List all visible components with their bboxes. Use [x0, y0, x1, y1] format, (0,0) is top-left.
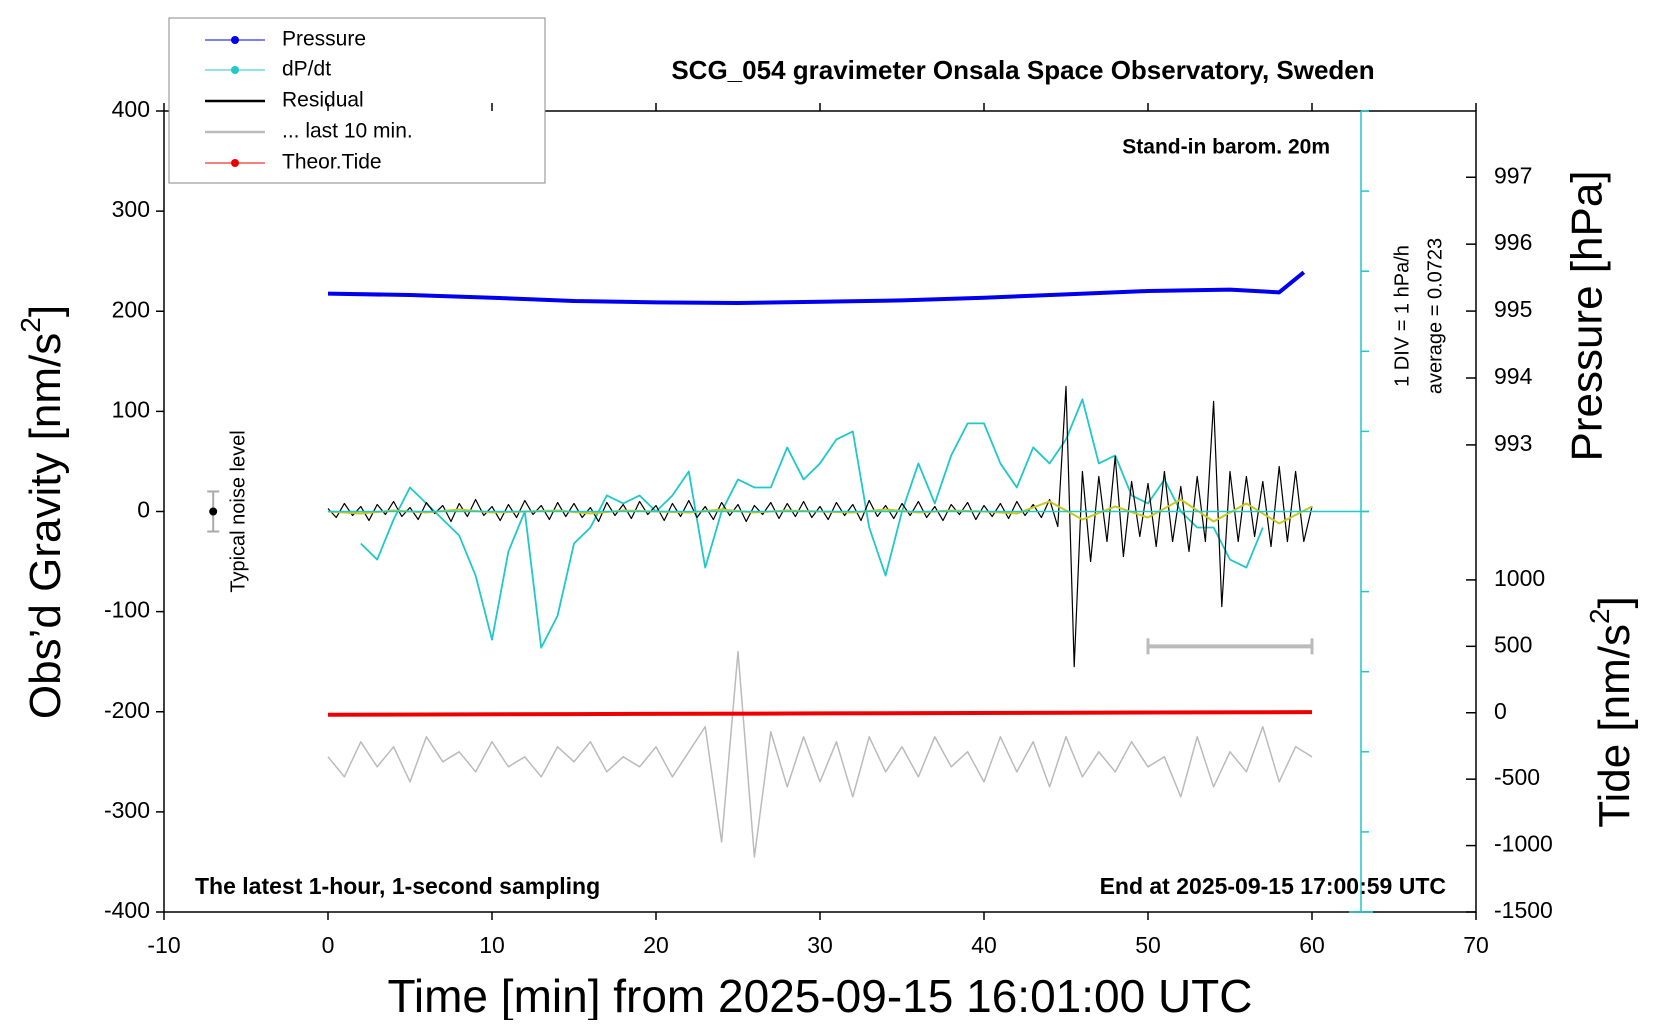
legend-marker [231, 36, 239, 44]
y3-tick-label: -1000 [1494, 831, 1553, 857]
pressure-axis-label: Pressure [hPa] [1563, 170, 1612, 461]
sampling-note: The latest 1-hour, 1-second sampling [195, 873, 600, 899]
y2-tick-label: 996 [1494, 229, 1532, 255]
y-tick-label: 0 [137, 497, 150, 523]
y2-tick-label: 995 [1494, 296, 1532, 322]
y-tick-label: -400 [104, 897, 150, 923]
y-tick-label: 100 [112, 396, 150, 422]
noise-label: Typical noise level [227, 430, 249, 592]
plot-area [327, 270, 1313, 858]
y3-tick-label: 1000 [1494, 565, 1545, 591]
barometer-note: Stand-in barom. 20m [1122, 136, 1330, 159]
y3-tick-label: 500 [1494, 631, 1532, 657]
tide-axis-label: Tide [nm/s2] [1584, 596, 1639, 828]
y-tick-label: 400 [112, 96, 150, 122]
legend-label: dP/dt [282, 58, 331, 81]
legend-label: ... last 10 min. [282, 120, 413, 143]
end-note: End at 2025-09-15 17:00:59 UTC [1100, 873, 1446, 899]
tide-axis-label-part: ] [1590, 596, 1639, 608]
legend-label: Residual [282, 89, 364, 112]
tide-axis-label-part: 2 [1584, 608, 1615, 624]
y2-tick-label: 994 [1494, 363, 1533, 389]
scale-note: 1 DIV = 1 hPa/h [1391, 245, 1413, 387]
legend-label: Theor.Tide [282, 151, 382, 174]
series-line [327, 385, 1313, 668]
y-axis-label-part: 2 [15, 317, 46, 333]
x-tick-label: 0 [322, 932, 335, 958]
y3-tick-label: 0 [1494, 698, 1507, 724]
y-axis-label-part: Obs’d Gravity [nm/s [21, 333, 70, 719]
legend-marker [231, 66, 239, 74]
y2-tick-label: 997 [1494, 162, 1532, 188]
average-note: average = 0.0723 [1424, 238, 1446, 394]
x-tick-label: 30 [807, 932, 833, 958]
legend-marker [231, 159, 239, 167]
series-line [327, 270, 1306, 306]
y-axis-label: Obs’d Gravity [nm/s2] [15, 305, 70, 719]
noise-dot [209, 507, 218, 516]
y-tick-label: 300 [112, 196, 150, 222]
y-tick-label: -100 [104, 597, 150, 623]
x-tick-label: -10 [147, 932, 180, 958]
y-tick-label: -300 [104, 797, 150, 823]
tide-axis-label-part: Tide [nm/s [1590, 624, 1639, 828]
x-axis-label: Time [min] from 2025-09-15 16:01:00 UTC [388, 970, 1253, 1020]
x-tick-label: 20 [643, 932, 669, 958]
y-axis-label-part: ] [21, 305, 70, 317]
x-tick-label: 10 [479, 932, 505, 958]
legend-label: Pressure [282, 28, 366, 51]
x-tick-label: 40 [971, 932, 997, 958]
y-tick-label: -200 [104, 697, 150, 723]
y2-tick-label: 993 [1494, 430, 1532, 456]
chart-title: SCG_054 gravimeter Onsala Space Observat… [671, 55, 1374, 85]
y3-tick-label: -1500 [1494, 897, 1553, 923]
x-tick-label: 60 [1299, 932, 1325, 958]
x-tick-label: 70 [1463, 932, 1489, 958]
series-line [327, 650, 1313, 858]
series-line [360, 398, 1264, 649]
x-tick-label: 50 [1135, 932, 1161, 958]
y3-tick-label: -500 [1494, 764, 1540, 790]
series-line [327, 710, 1313, 717]
y-tick-label: 200 [112, 296, 150, 322]
